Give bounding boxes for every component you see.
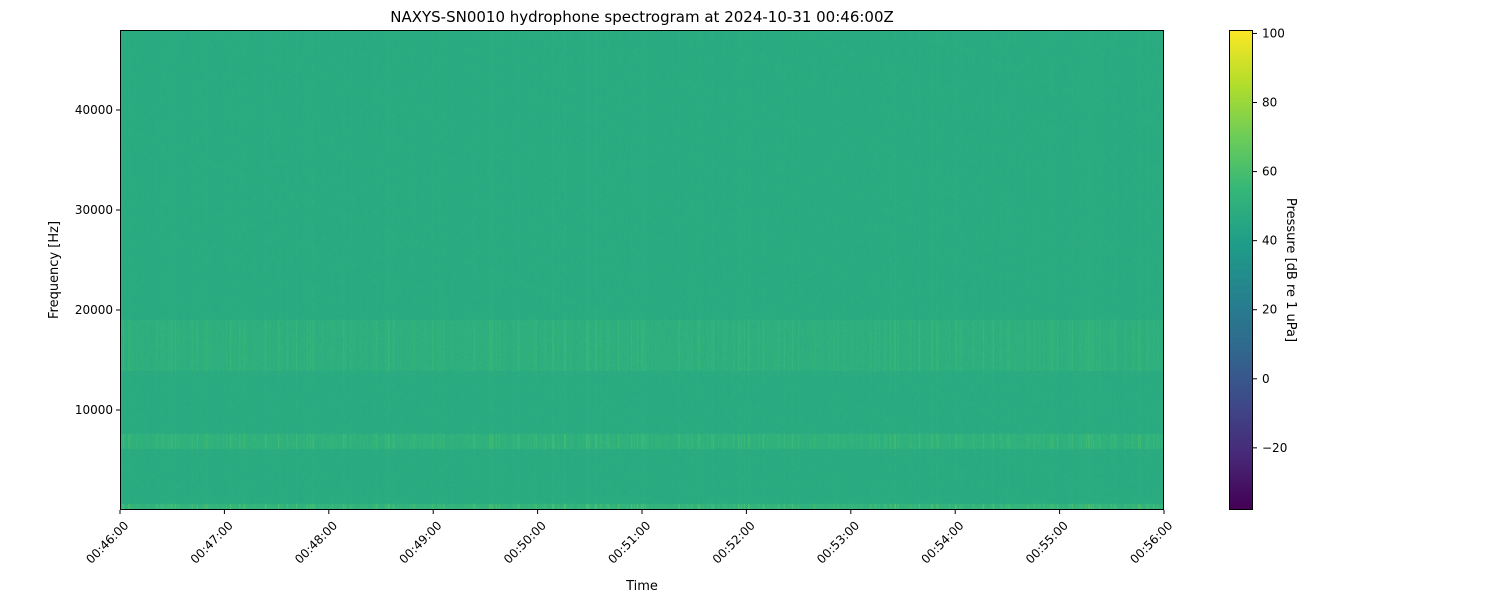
chart-title: NAXYS-SN0010 hydrophone spectrogram at 2… <box>390 8 894 26</box>
x-tick-label: 00:46:00 <box>83 518 131 566</box>
colorbar-tick-label: −20 <box>1262 441 1287 455</box>
y-tick-label: 20000 <box>75 303 113 317</box>
x-tick-label: 00:47:00 <box>188 518 236 566</box>
y-tick-label: 10000 <box>75 403 113 417</box>
colorbar-tick-label: 40 <box>1262 234 1277 248</box>
x-tick-label: 00:53:00 <box>814 518 862 566</box>
y-tick-label: 30000 <box>75 203 113 217</box>
y-axis-label: Frequency [Hz] <box>47 221 62 319</box>
colorbar-tick-label: 0 <box>1262 372 1270 386</box>
colorbar-label: Pressure [dB re 1 uPa] <box>1283 198 1298 342</box>
x-tick-label: 00:54:00 <box>919 518 967 566</box>
x-tick-label: 00:48:00 <box>292 518 340 566</box>
colorbar-tick-label: 80 <box>1262 96 1277 110</box>
plot-frame <box>120 30 1164 510</box>
colorbar-tick-label: 60 <box>1262 165 1277 179</box>
x-tick-label: 00:52:00 <box>710 518 758 566</box>
x-axis-label: Time <box>625 579 658 594</box>
x-tick-label: 00:56:00 <box>1127 518 1175 566</box>
x-tick-label: 00:49:00 <box>397 518 445 566</box>
x-tick-label: 00:51:00 <box>605 518 653 566</box>
y-tick-label: 40000 <box>75 103 113 117</box>
x-tick-label: 00:50:00 <box>501 518 549 566</box>
colorbar-tick-label: 20 <box>1262 303 1277 317</box>
spectrogram-heatmap <box>120 30 1164 510</box>
colorbar-gradient <box>1229 30 1253 510</box>
colorbar-frame <box>1229 30 1253 510</box>
colorbar-tick-label: 100 <box>1262 26 1285 40</box>
x-tick-label: 00:55:00 <box>1023 518 1071 566</box>
